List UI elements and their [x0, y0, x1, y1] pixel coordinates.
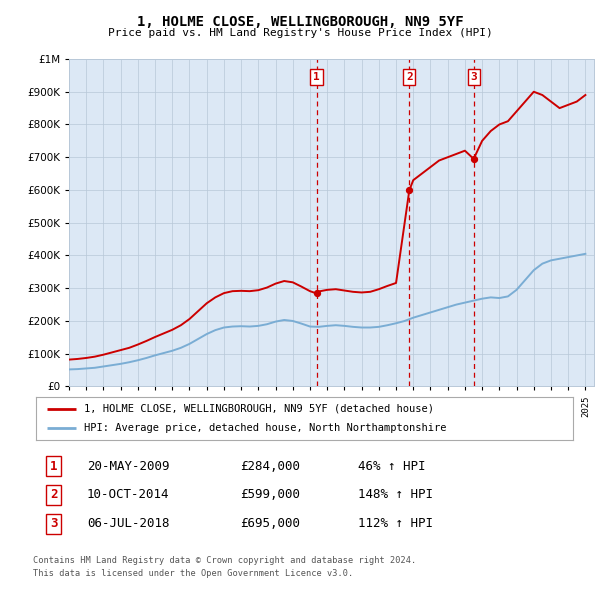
Text: 46% ↑ HPI: 46% ↑ HPI — [358, 460, 426, 473]
Text: 1: 1 — [313, 72, 320, 82]
Text: 2: 2 — [406, 72, 413, 82]
Text: 1: 1 — [50, 460, 58, 473]
Text: 148% ↑ HPI: 148% ↑ HPI — [358, 489, 433, 502]
Text: 1, HOLME CLOSE, WELLINGBOROUGH, NN9 5YF (detached house): 1, HOLME CLOSE, WELLINGBOROUGH, NN9 5YF … — [85, 404, 434, 414]
Text: £599,000: £599,000 — [240, 489, 300, 502]
Text: 06-JUL-2018: 06-JUL-2018 — [87, 517, 170, 530]
Text: HPI: Average price, detached house, North Northamptonshire: HPI: Average price, detached house, Nort… — [85, 423, 447, 433]
Text: Contains HM Land Registry data © Crown copyright and database right 2024.: Contains HM Land Registry data © Crown c… — [33, 556, 416, 565]
Point — [312, 289, 322, 298]
Text: This data is licensed under the Open Government Licence v3.0.: This data is licensed under the Open Gov… — [33, 569, 353, 578]
Text: 3: 3 — [50, 517, 58, 530]
Text: 10-OCT-2014: 10-OCT-2014 — [87, 489, 170, 502]
Text: 3: 3 — [470, 72, 477, 82]
Text: 2: 2 — [50, 489, 58, 502]
Text: Price paid vs. HM Land Registry's House Price Index (HPI): Price paid vs. HM Land Registry's House … — [107, 28, 493, 38]
Text: 112% ↑ HPI: 112% ↑ HPI — [358, 517, 433, 530]
Text: £284,000: £284,000 — [240, 460, 300, 473]
Text: 1, HOLME CLOSE, WELLINGBOROUGH, NN9 5YF: 1, HOLME CLOSE, WELLINGBOROUGH, NN9 5YF — [137, 15, 463, 29]
Text: 20-MAY-2009: 20-MAY-2009 — [87, 460, 170, 473]
Text: £695,000: £695,000 — [240, 517, 300, 530]
Point — [469, 154, 478, 163]
Point — [404, 186, 414, 195]
